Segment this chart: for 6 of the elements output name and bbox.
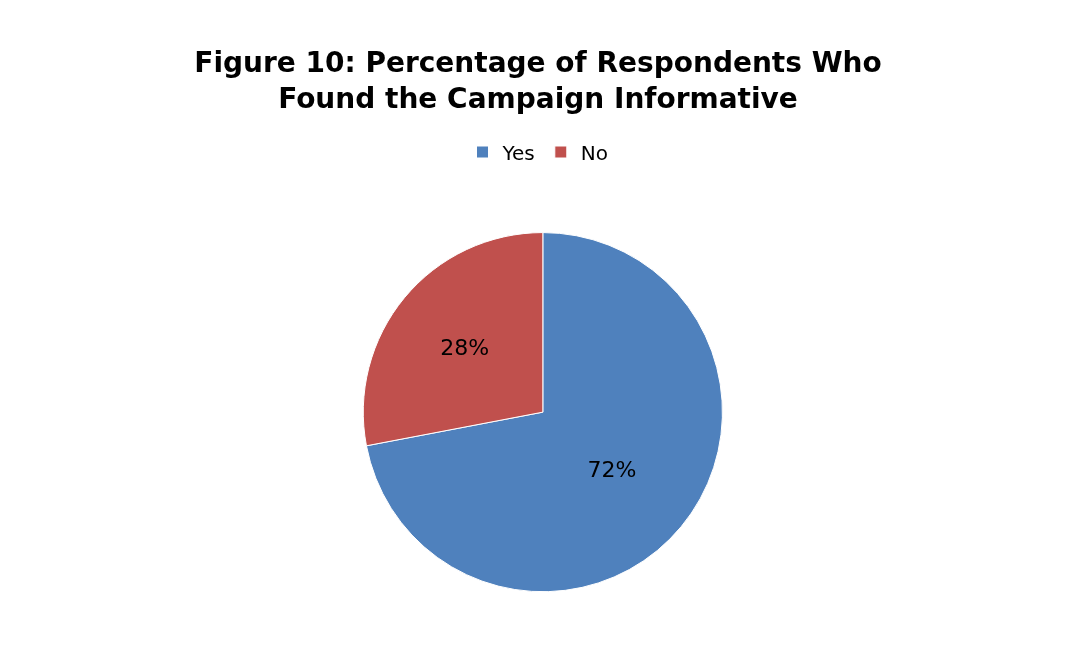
chart-title: Figure 10: Percentage of Respondents Who Found the Campaign Informative	[194, 46, 882, 116]
pie-slice	[365, 232, 723, 593]
data-label: 72%	[587, 456, 637, 482]
data-label: 28%	[440, 334, 490, 360]
legend-label: Yes	[501, 140, 535, 165]
legend-label: No	[580, 140, 608, 165]
